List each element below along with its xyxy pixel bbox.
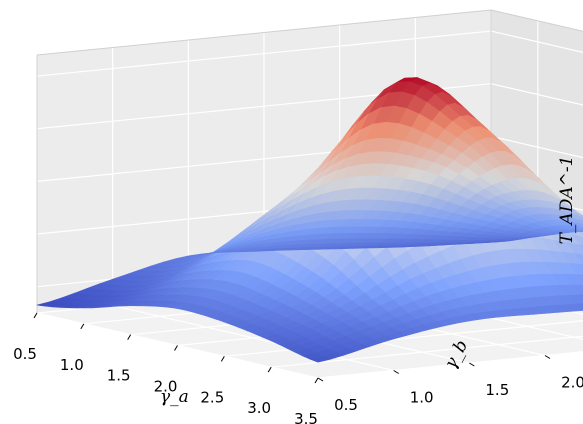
- back-gridline-z: [490, 30, 583, 53]
- pane-edge: [490, 9, 583, 32]
- y-tick-labels: 0.51.01.52.02.53.03.5: [334, 374, 583, 415]
- y-tick-label: 1.0: [410, 389, 434, 407]
- tick-mark: [317, 377, 324, 382]
- pane-edge: [36, 9, 492, 56]
- tick-mark: [80, 323, 85, 330]
- tick-mark: [127, 334, 132, 340]
- x-tick-label: 1.0: [60, 356, 84, 374]
- x-tick-label: 2.5: [200, 388, 224, 406]
- tick-mark: [267, 366, 272, 373]
- surface-patch: [36, 301, 58, 307]
- x-tick-label: 0.5: [13, 345, 37, 363]
- back-gridline-z: [490, 135, 583, 159]
- z-axis-label: T_ADA^-1: [557, 156, 577, 245]
- y-tick-label: 2.0: [561, 374, 583, 392]
- tick-mark: [544, 355, 551, 359]
- floor-gridline-y: [112, 304, 394, 372]
- x-tick-label: 2.0: [154, 378, 178, 396]
- x-tick-labels: 0.5 1.0 1.5 2.0 2.5 3.0 3.5: [13, 345, 318, 424]
- tick-mark: [314, 377, 319, 384]
- tick-mark: [174, 345, 178, 351]
- x-tick-label: 1.5: [107, 367, 131, 385]
- x-axis-label: γ_a: [160, 387, 189, 407]
- back-gridline-z: [490, 83, 583, 106]
- tick-mark: [469, 362, 475, 367]
- surface-mesh: [36, 77, 583, 363]
- y-tick-label: 1.5: [485, 381, 509, 399]
- x-tick-label: 3.0: [247, 399, 271, 417]
- x-tick-label: 3.5: [294, 410, 318, 424]
- tick-mark: [220, 356, 225, 362]
- tick-mark: [33, 312, 38, 319]
- tick-marks: [33, 312, 551, 384]
- y-tick-label: 0.5: [334, 396, 358, 414]
- left-gridline-z: [36, 30, 492, 77]
- tick-mark: [393, 370, 399, 374]
